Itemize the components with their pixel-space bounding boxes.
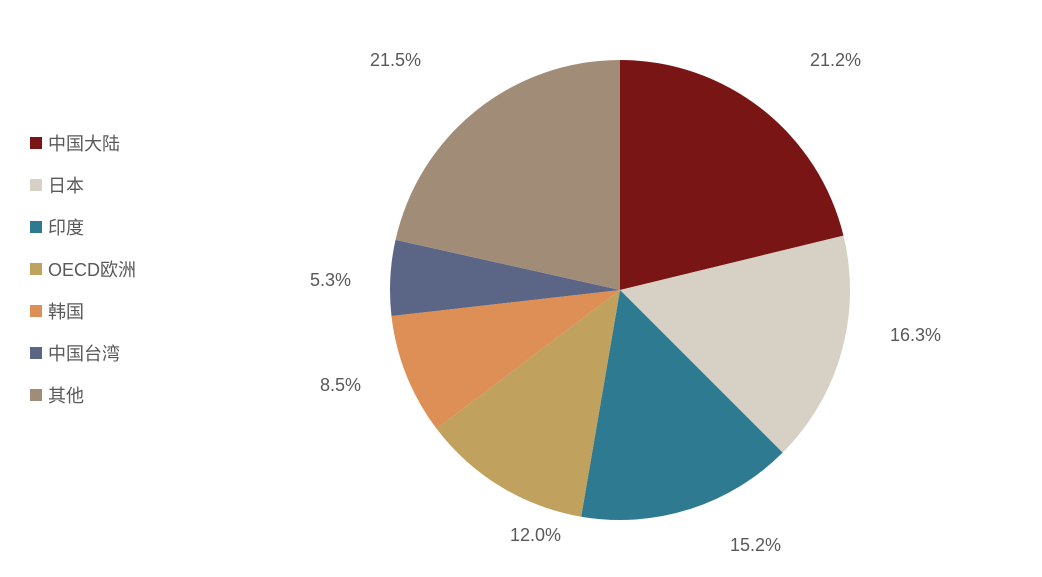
slice-label: 16.3% <box>890 325 941 346</box>
legend-label: 韩国 <box>48 298 84 324</box>
slice-label: 21.2% <box>810 50 861 71</box>
legend-item: 中国大陆 <box>30 130 136 156</box>
legend-item: 韩国 <box>30 298 136 324</box>
legend-label: 中国台湾 <box>48 340 120 366</box>
chart-container: 中国大陆日本印度 OECD欧洲韩国中国台湾其他 21.2% 16.3% 15.2% 12… <box>0 0 1042 577</box>
slice-label: 21.5% <box>370 50 421 71</box>
legend-label: 印度 <box>48 214 84 240</box>
legend-swatch <box>30 263 42 275</box>
legend-swatch <box>30 389 42 401</box>
legend-item: 中国台湾 <box>30 340 136 366</box>
legend-item: 日本 <box>30 172 136 198</box>
slice-label: 8.5% <box>320 375 361 396</box>
pie-svg <box>300 20 1000 560</box>
legend-label: OECD欧洲 <box>48 256 136 282</box>
legend-swatch <box>30 305 42 317</box>
legend: 中国大陆日本印度 OECD欧洲韩国中国台湾其他 <box>30 130 136 424</box>
slice-label: 15.2% <box>730 535 781 556</box>
legend-swatch <box>30 179 42 191</box>
legend-item: 印度 <box>30 214 136 240</box>
legend-swatch <box>30 221 42 233</box>
pie-area: 21.2% 16.3% 15.2% 12.0% 8.5% 5.3% 21.5% <box>300 20 1000 560</box>
legend-item: OECD欧洲 <box>30 256 136 282</box>
legend-item: 其他 <box>30 382 136 408</box>
legend-label: 其他 <box>48 382 84 408</box>
legend-label: 日本 <box>48 172 84 198</box>
slice-label: 12.0% <box>510 525 561 546</box>
legend-swatch <box>30 347 42 359</box>
slice-label: 5.3% <box>310 270 351 291</box>
legend-swatch <box>30 137 42 149</box>
legend-label: 中国大陆 <box>48 130 120 156</box>
